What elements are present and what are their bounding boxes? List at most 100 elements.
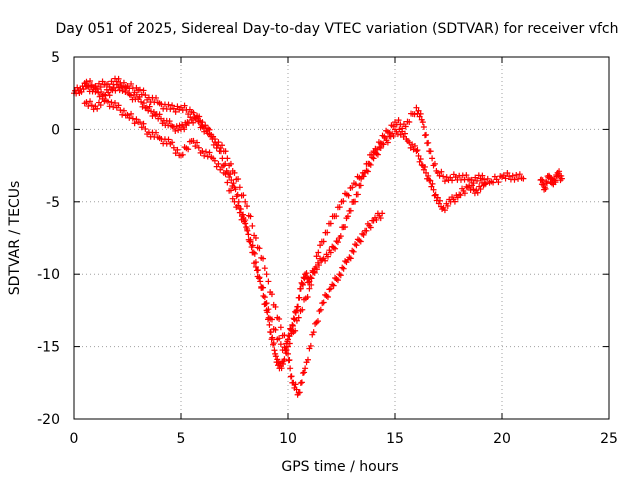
data-point <box>415 152 422 159</box>
y-tick-label: -15 <box>37 340 60 356</box>
data-point <box>330 282 337 289</box>
data-point <box>395 117 402 124</box>
data-point <box>249 242 256 249</box>
data-point <box>327 220 334 227</box>
data-point <box>112 99 119 106</box>
data-point <box>301 369 308 376</box>
data-point <box>515 175 522 182</box>
data-point <box>352 181 359 188</box>
data-point <box>336 271 343 278</box>
data-point <box>266 321 273 328</box>
data-point <box>237 206 244 213</box>
data-point <box>423 169 430 176</box>
data-point <box>288 373 295 380</box>
data-point <box>387 133 394 140</box>
data-point <box>97 102 104 109</box>
data-point <box>339 264 346 271</box>
data-point <box>303 270 310 277</box>
data-point <box>293 386 300 393</box>
data-point <box>542 185 549 192</box>
data-point <box>261 294 268 301</box>
data-point <box>311 265 318 272</box>
data-point <box>117 107 124 114</box>
data-point <box>421 163 428 170</box>
data-point <box>228 177 235 184</box>
data-point <box>358 175 365 182</box>
data-point <box>457 192 464 199</box>
data-point <box>170 123 177 130</box>
data-point <box>172 150 179 157</box>
data-point <box>511 176 518 183</box>
data-point <box>297 379 304 386</box>
data-point <box>236 209 243 216</box>
data-point <box>373 216 380 223</box>
data-point <box>235 202 242 209</box>
data-point <box>435 200 442 207</box>
data-point <box>441 178 448 185</box>
data-point <box>199 148 206 155</box>
data-point <box>281 332 288 339</box>
data-point <box>310 329 317 336</box>
data-point <box>558 172 565 179</box>
data-point <box>255 267 262 274</box>
data-point <box>342 258 349 265</box>
data-point <box>306 285 313 292</box>
x-tick-label: 15 <box>386 431 404 447</box>
data-point <box>359 230 366 237</box>
data-point <box>552 179 559 186</box>
data-point <box>97 83 104 90</box>
data-point <box>211 157 218 164</box>
data-point <box>138 124 145 131</box>
data-point <box>296 389 303 396</box>
data-point <box>219 142 226 149</box>
data-point <box>206 126 213 133</box>
data-point <box>276 335 283 342</box>
data-point <box>350 248 357 255</box>
data-point <box>332 245 339 252</box>
data-point <box>420 166 427 173</box>
data-point <box>229 195 236 202</box>
data-point <box>347 255 354 262</box>
data-point <box>257 278 264 285</box>
data-point <box>365 160 372 167</box>
data-point <box>128 110 135 117</box>
data-point <box>252 235 259 241</box>
data-point <box>377 215 384 222</box>
data-point <box>353 242 360 249</box>
data-point <box>427 177 434 184</box>
data-point <box>402 123 409 130</box>
data-point <box>94 86 101 93</box>
data-point <box>129 115 136 122</box>
data-point <box>265 306 272 313</box>
data-point <box>367 224 374 231</box>
data-point <box>285 336 291 343</box>
data-point <box>106 84 113 91</box>
data-point <box>262 300 269 307</box>
data-point <box>263 271 270 278</box>
data-point <box>190 109 197 116</box>
data-point <box>345 192 352 199</box>
data-point <box>240 215 247 222</box>
x-tick-label: 5 <box>177 431 186 447</box>
data-point <box>413 148 420 155</box>
data-point <box>232 186 239 193</box>
data-point <box>327 249 334 256</box>
data-point <box>172 127 179 134</box>
data-point <box>146 103 153 110</box>
data-point <box>119 111 126 118</box>
data-point <box>169 102 176 109</box>
data-point <box>309 269 316 276</box>
data-point <box>256 274 263 281</box>
data-point <box>165 101 172 108</box>
data-point <box>181 102 188 109</box>
data-point <box>513 171 520 178</box>
data-point <box>153 94 160 101</box>
data-point <box>286 340 293 347</box>
x-tick-label: 10 <box>279 431 297 447</box>
data-point <box>165 136 172 143</box>
data-point <box>347 207 354 214</box>
x-axis-label: GPS time / hours <box>281 459 398 475</box>
data-point <box>289 321 296 328</box>
data-point <box>195 144 202 151</box>
